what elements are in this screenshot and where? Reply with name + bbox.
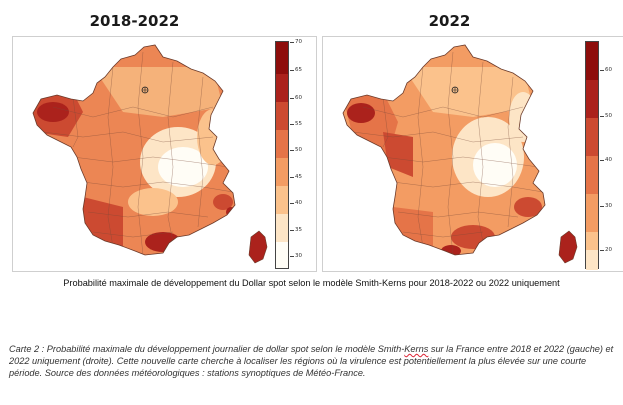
- legend-tick: 45: [290, 174, 302, 180]
- legend-tick: 40: [600, 157, 612, 163]
- legend-tick: 40: [290, 200, 302, 206]
- caption-note-part2: sur la France entre 2018 et 2022 (gauche…: [9, 344, 614, 378]
- legend-tick: 20: [600, 247, 612, 253]
- legend-tick: 50: [290, 147, 302, 153]
- legend-tick: 65: [290, 67, 302, 73]
- legend-tick: 60: [290, 95, 302, 101]
- legend-tick: 70: [290, 39, 302, 45]
- spellcheck-flagged-word: Kerns: [404, 344, 429, 354]
- legend-colorbar-left: [275, 41, 289, 269]
- legend-tick: 60: [600, 67, 612, 73]
- legend-colorbar-right: [585, 41, 599, 270]
- map-frame-right: 60 50 40 30 20: [322, 36, 623, 272]
- france-map-left: [32, 44, 268, 264]
- france-map-right: [342, 44, 578, 264]
- figure-caption: Probabilité maximale de développement du…: [63, 278, 560, 288]
- legend-tick: 30: [290, 253, 302, 259]
- map-frame-left: 70 65 60 55 50 45 40 35 30: [12, 36, 317, 272]
- legend-tick: 50: [600, 113, 612, 119]
- map-panel-2022: 2022: [322, 0, 623, 275]
- map-title-left: 2018-2022: [89, 12, 180, 30]
- map-panel-2018-2022: 2018-2022: [12, 0, 317, 275]
- caption-note: Carte 2 : Probabilité maximale du dévelo…: [9, 343, 615, 379]
- legend-tick: 55: [290, 121, 302, 127]
- legend-tick: 35: [290, 227, 302, 233]
- caption-note-part1: Carte 2 : Probabilité maximale du dévelo…: [9, 344, 405, 354]
- legend-tick: 30: [600, 203, 612, 209]
- map-title-right: 2022: [428, 12, 471, 30]
